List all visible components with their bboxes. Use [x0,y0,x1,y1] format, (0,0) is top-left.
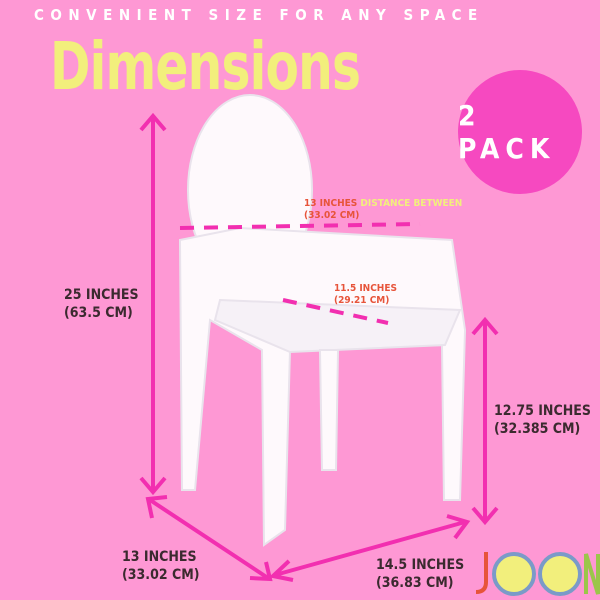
seat-height-label: 12.75 INCHES (32.385 CM) [494,402,591,438]
pack-badge: 2 PACK [458,70,582,194]
tagline: CONVENIENT SIZE FOR ANY SPACE [34,6,484,24]
width-label: 14.5 INCHES (36.83 CM) [376,556,464,592]
depth-cm: (33.02 CM) [122,567,200,583]
page-title: Dimensions [50,28,361,105]
joon-logo [472,548,600,598]
logo-graphic [475,552,600,596]
arm-distance-note: DISTANCE BETWEEN [360,198,463,209]
height-label: 25 INCHES (63.5 CM) [64,286,139,322]
seat-height-cm: (32.385 CM) [494,421,581,437]
width-cm: (36.83 CM) [376,575,454,591]
arm-distance-cm: (33.02 CM) [304,210,360,221]
height-cm: (63.5 CM) [64,305,133,321]
width-inches: 14.5 INCHES [376,557,465,573]
depth-label: 13 INCHES (33.02 CM) [122,548,200,584]
seat-width-label: 11.5 INCHES (29.21 CM) [334,283,397,307]
height-inches: 25 INCHES [64,287,139,303]
depth-inches: 13 INCHES [122,549,197,565]
seat-height-inches: 12.75 INCHES [494,403,591,419]
arm-distance-inches: 13 INCHES [304,198,358,209]
seat-width-cm: (29.21 CM) [334,295,390,306]
seat-width-inches: 11.5 INCHES [334,283,397,294]
dimension-arrows [139,112,499,582]
arm-distance-label: 13 INCHES DISTANCE BETWEEN (33.02 CM) [304,198,462,222]
